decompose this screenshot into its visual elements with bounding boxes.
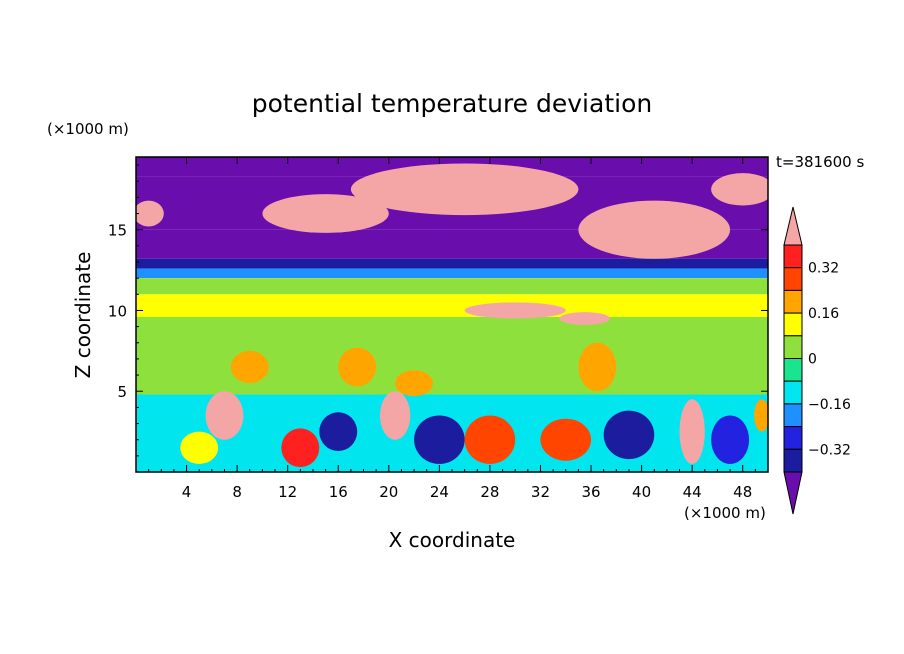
x-tick-label: 20: [379, 483, 398, 501]
field-band-3: [136, 258, 768, 269]
field-blob-10: [262, 194, 389, 233]
colorbar-segment: [783, 312, 803, 337]
field-band-6: [136, 294, 768, 317]
y-unit-label: (×1000 m): [47, 120, 129, 138]
x-axis-label: X coordinate: [389, 528, 516, 552]
x-tick-label: 4: [182, 483, 192, 501]
colorbar-bottom-arrow: [783, 471, 803, 515]
field-blob-29: [711, 415, 750, 464]
chart-title: potential temperature deviation: [252, 89, 652, 118]
field-blob-9: [350, 163, 579, 216]
x-tick-label: 48: [733, 483, 752, 501]
field-blob-13: [136, 200, 164, 227]
y-tick-label: 10: [108, 302, 127, 320]
field-blob-28: [319, 412, 358, 451]
colorbar-label: 0.16: [808, 306, 839, 322]
colorbar-segment: [783, 267, 803, 291]
colorbar-segment: [783, 403, 803, 428]
field-blob-27: [603, 410, 655, 460]
field-blob-11: [578, 200, 731, 259]
y-tick-label: 15: [108, 222, 127, 240]
field-blob-31: [754, 399, 768, 432]
field-blob-20: [205, 391, 244, 440]
field-blob-26: [414, 415, 465, 464]
colorbar-segment: [783, 448, 803, 473]
field-blob-22: [679, 399, 705, 464]
field-blob-18: [395, 370, 434, 397]
x-tick-label: 28: [480, 483, 499, 501]
field-blob-23: [281, 428, 320, 468]
x-tick-label: 12: [278, 483, 297, 501]
field-blob-19: [578, 342, 617, 392]
x-tick-label: 40: [632, 483, 651, 501]
field-band-5: [136, 278, 768, 295]
x-unit-label: (×1000 m): [684, 504, 766, 522]
colorbar-segment: [783, 426, 803, 450]
field-blob-17: [338, 347, 377, 387]
x-tick-label: 16: [329, 483, 348, 501]
field-band-7: [136, 316, 768, 395]
field-blob-12: [711, 173, 768, 206]
colorbar-label: −0.32: [808, 442, 851, 458]
x-tick-label: 24: [430, 483, 449, 501]
y-tick-label: 5: [117, 383, 127, 401]
colorbar-segment: [783, 358, 803, 382]
field-blob-25: [540, 418, 592, 461]
y-axis-label: Z coordinate: [71, 252, 95, 379]
field-blob-16: [230, 350, 269, 384]
field-blob-14: [464, 302, 566, 319]
time-label: t=381600 s: [776, 153, 864, 171]
field-band-4: [136, 268, 768, 279]
colorbar-label: 0: [808, 352, 817, 368]
colorbar-segment: [783, 244, 803, 269]
colorbar-top-arrow: [783, 206, 803, 246]
field-blob-15: [559, 312, 610, 325]
field-blob-24: [464, 415, 516, 464]
colorbar-label: 0.32: [808, 261, 839, 277]
x-tick-label: 32: [531, 483, 550, 501]
plot-area: [136, 157, 768, 472]
field-blob-30: [180, 431, 219, 464]
y-axis: 5 10 15: [108, 164, 768, 457]
field-blob-21: [379, 391, 411, 440]
x-tick-label: 8: [232, 483, 242, 501]
x-tick-label: 36: [581, 483, 600, 501]
colorbar: 0.32 0.16 0 −0.16 −0.32: [783, 206, 851, 515]
colorbar-label: −0.16: [808, 397, 851, 413]
colorbar-segment: [783, 289, 803, 314]
x-axis: 4 8 12 16 20 24 28 32 36 40 44 48: [148, 157, 756, 501]
x-tick-label: 44: [683, 483, 702, 501]
colorbar-segment: [783, 335, 803, 359]
colorbar-segment: [783, 380, 803, 405]
